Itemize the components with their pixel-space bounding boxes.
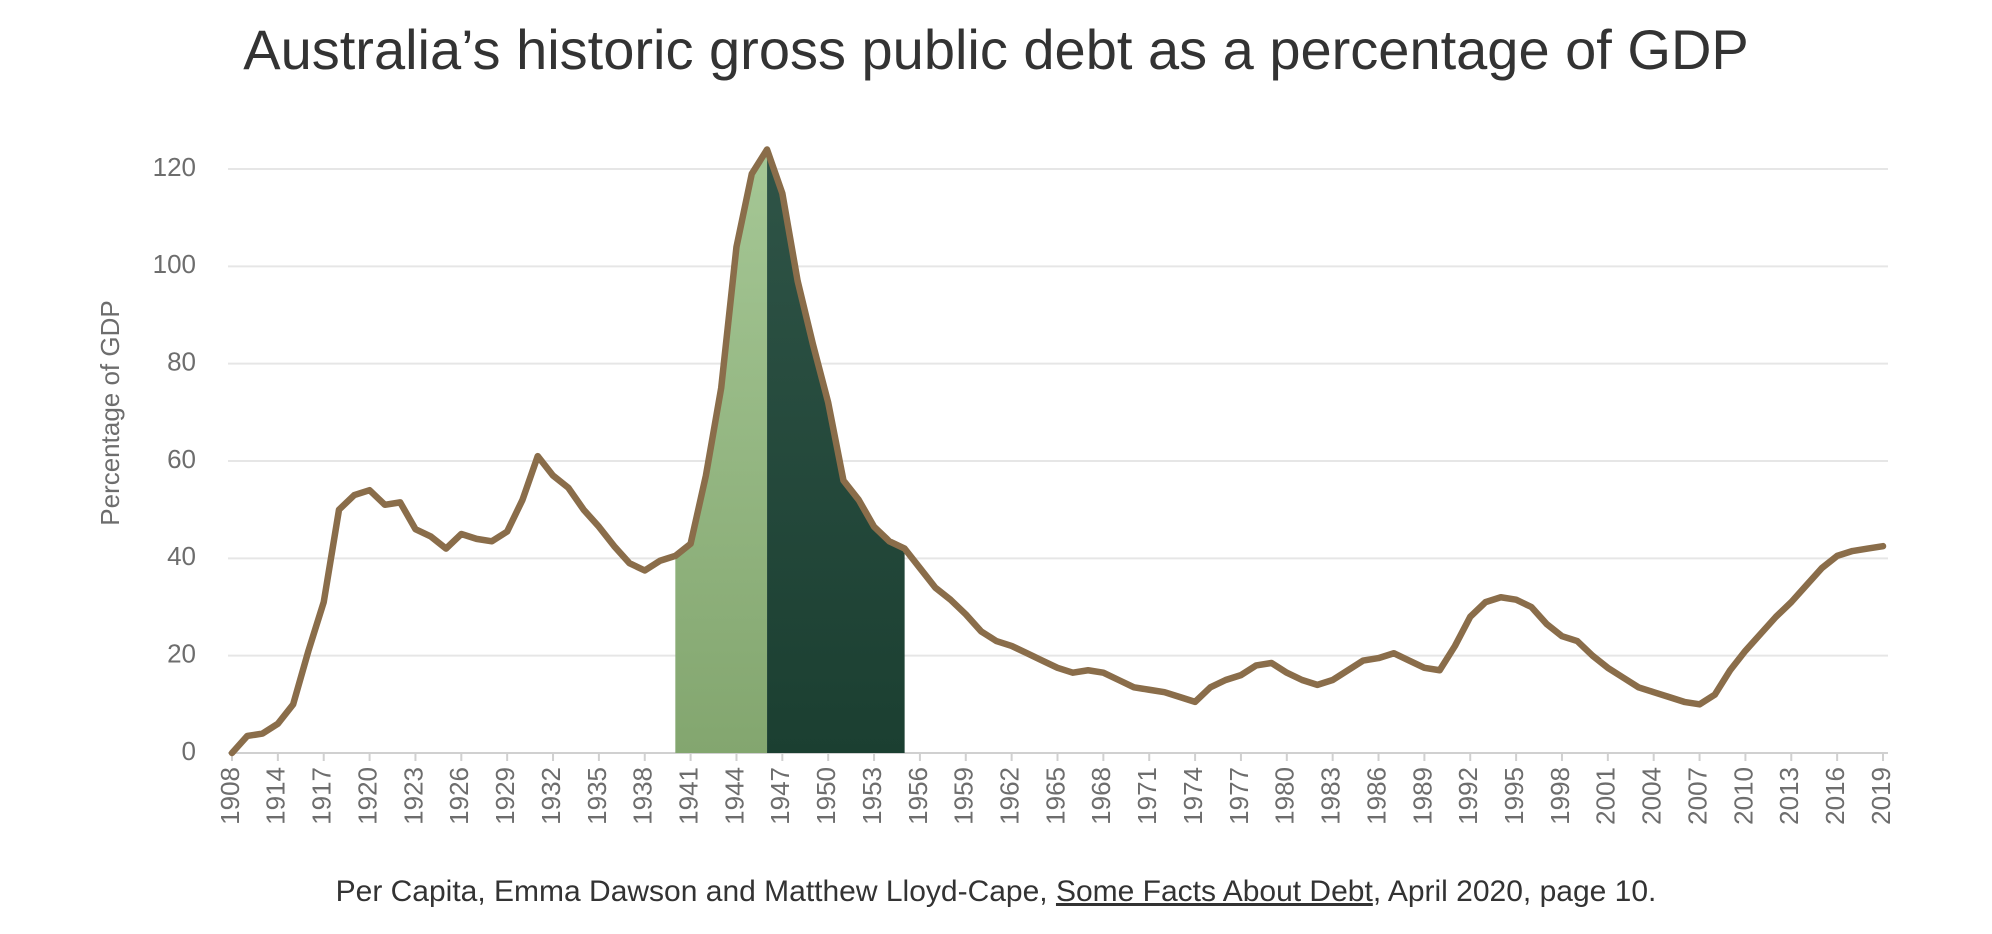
x-tick-label: 1920 (352, 767, 382, 825)
x-tick-label: 2001 (1591, 767, 1621, 825)
x-tick-label: 1977 (1224, 767, 1254, 825)
x-tick-label: 1938 (628, 767, 658, 825)
x-tick-label: 1998 (1545, 767, 1575, 825)
x-tick-label: 1947 (765, 767, 795, 825)
x-tick-label: 2010 (1728, 767, 1758, 825)
x-tick-label: 1959 (949, 767, 979, 825)
x-tick-label: 1935 (582, 767, 612, 825)
x-tick-label: 1992 (1453, 767, 1483, 825)
x-tick-label: 1929 (490, 767, 520, 825)
x-tick-label: 2016 (1820, 767, 1850, 825)
x-tick-label: 2013 (1774, 767, 1804, 825)
y-tick-label: 80 (167, 347, 196, 377)
y-tick-label: 60 (167, 444, 196, 474)
data-line (228, 146, 1887, 757)
x-tick-label: 1983 (1316, 767, 1346, 825)
x-tick-label: 1914 (261, 767, 291, 825)
x-tick-label: 1989 (1407, 767, 1437, 825)
y-tick-label: 20 (167, 639, 196, 669)
y-tick-label: 120 (153, 152, 196, 182)
shaded-area (675, 149, 768, 754)
x-tick-label: 1941 (673, 767, 703, 825)
x-tick-label: 1917 (307, 767, 337, 825)
x-tick-label: 1953 (857, 767, 887, 825)
x-tick-label: 1908 (215, 767, 245, 825)
x-tick-label: 1968 (1086, 767, 1116, 825)
x-tick-label: 1944 (719, 767, 749, 825)
x-tick-label: 1974 (1178, 767, 1208, 825)
x-tick-label: 1962 (995, 767, 1025, 825)
y-tick-label: 0 (182, 736, 196, 766)
x-tick-label: 1956 (903, 767, 933, 825)
x-tick-label: 1926 (444, 767, 474, 825)
chart-title: Australia’s historic gross public debt a… (243, 18, 1749, 81)
x-tick-label: 1971 (1132, 767, 1162, 825)
source-text: , April 2020, page 10. (1373, 875, 1657, 908)
source-note: Per Capita, Emma Dawson and Matthew Lloy… (336, 875, 1657, 908)
x-tick-label: 1995 (1499, 767, 1529, 825)
x-tick-label: 1980 (1270, 767, 1300, 825)
x-tick-label: 2007 (1682, 767, 1712, 825)
x-tick-label: 2004 (1637, 767, 1667, 825)
x-tick-label: 1932 (536, 767, 566, 825)
source-link[interactable]: Some Facts About Debt (1056, 875, 1373, 908)
x-tick-label: 1923 (398, 767, 428, 825)
y-tick-label: 40 (167, 541, 196, 571)
source-text: Per Capita, Emma Dawson and Matthew Lloy… (336, 875, 1056, 908)
y-tick-label: 100 (153, 249, 196, 279)
x-tick-label: 2019 (1866, 767, 1896, 825)
x-tick-label: 1950 (811, 767, 841, 825)
x-tick-label: 1986 (1361, 767, 1391, 825)
y-axis-label: Percentage of GDP (95, 300, 125, 525)
x-tick-label: 1965 (1040, 767, 1070, 825)
